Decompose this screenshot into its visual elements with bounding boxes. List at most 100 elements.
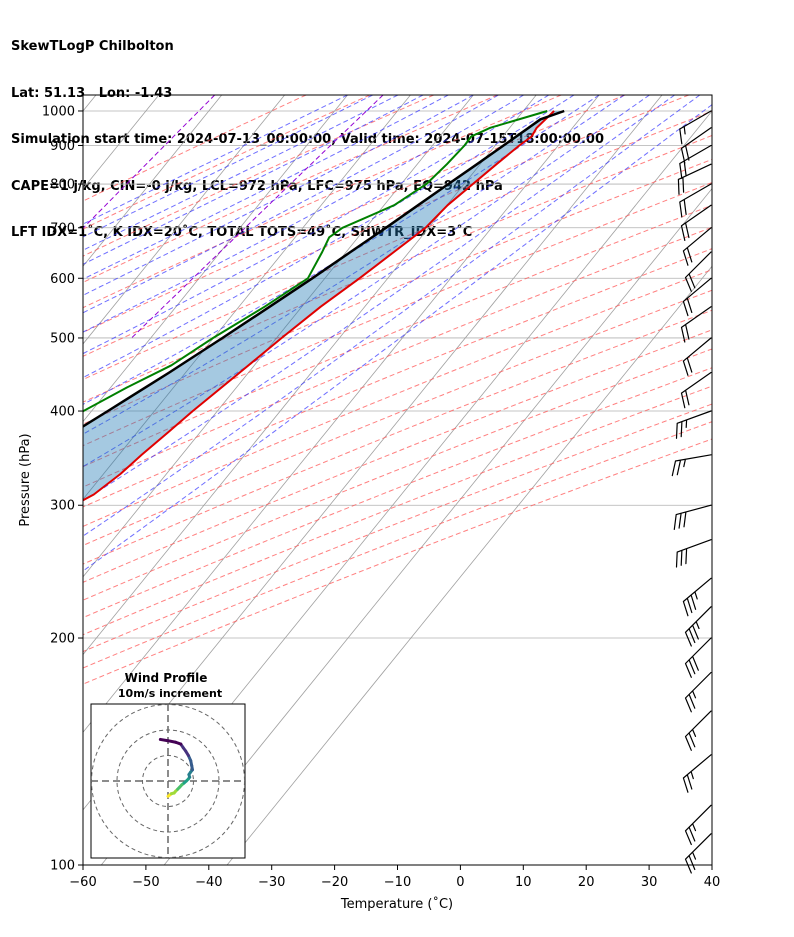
dry-adiabat: [83, 385, 712, 636]
mixing-ratio-line: [131, 95, 384, 339]
y-tick-label: 200: [50, 632, 75, 647]
dry-adiabat: [83, 95, 626, 333]
wind-barb: [679, 183, 712, 218]
y-tick-label: 900: [50, 139, 75, 154]
x-tick-label: −40: [195, 875, 222, 890]
y-tick-label: 300: [50, 499, 75, 514]
y-tick-label: 600: [50, 272, 75, 287]
isotherm-line: [83, 95, 474, 578]
dry-adiabat: [83, 403, 712, 653]
isotherm-line: [83, 95, 285, 345]
wind-barb: [684, 710, 712, 751]
wind-barb: [682, 227, 712, 266]
dry-adiabat: [83, 438, 712, 685]
wind-barb: [673, 504, 712, 530]
y-tick-label: 500: [50, 331, 75, 346]
cape-area: [83, 111, 565, 501]
wind-barb: [682, 754, 712, 793]
moist-adiabat: [83, 95, 449, 280]
dry-adiabat: [83, 269, 712, 527]
hodograph-subtitle: 10m/s increment: [118, 687, 222, 700]
wind-barb: [684, 671, 712, 713]
x-tick-label: −50: [132, 875, 159, 890]
wind-barb: [684, 251, 712, 292]
moist-adiabat: [83, 95, 675, 502]
isotherm-line: [163, 187, 712, 865]
dry-adiabat: [83, 95, 434, 257]
moist-adiabat: [83, 104, 712, 572]
y-tick-label: 1000: [42, 104, 75, 119]
dry-adiabat: [83, 95, 371, 230]
x-tick-label: 0: [456, 875, 464, 890]
dry-adiabat: [83, 248, 712, 508]
x-tick-label: −20: [321, 875, 348, 890]
wind-barbs: [671, 110, 712, 874]
x-tick-label: 40: [704, 875, 721, 890]
y-tick-label: 400: [50, 405, 75, 420]
hodograph-segment: [158, 737, 170, 743]
dry-adiabat: [83, 348, 712, 601]
wind-barb: [684, 606, 712, 647]
dry-adiabat: [83, 95, 689, 357]
x-tick-label: −10: [384, 875, 411, 890]
isotherm-line: [83, 95, 97, 112]
x-tick-label: 10: [515, 875, 532, 890]
parcel-line: [83, 109, 565, 428]
axes: −60 −50 −40 −30 −20 −10 0 10 20 30 40 100 200 300 400 5…: [42, 104, 720, 890]
x-tick-label: −30: [258, 875, 285, 890]
moist-adiabat: [83, 95, 373, 238]
x-tick-label: −60: [69, 875, 96, 890]
dry-adiabat: [83, 329, 712, 583]
wind-barb: [675, 539, 712, 568]
background-lines: [83, 95, 712, 865]
y-tick-label: 100: [50, 859, 75, 874]
isotherm-line: [83, 95, 348, 423]
hodograph: Wind Profile 10m/s increment: [90, 671, 246, 859]
dry-adiabat: [83, 226, 712, 488]
dry-adiabat: [83, 204, 712, 468]
isotherm-line: [83, 95, 223, 267]
dry-adiabat: [83, 134, 712, 403]
x-axis-label: Temperature (˚C): [340, 896, 453, 912]
moist-adiabat: [83, 95, 474, 296]
profiles: [83, 109, 565, 502]
moist-adiabat: [83, 95, 348, 225]
wind-barb: [682, 277, 712, 317]
wind-barb: [682, 577, 712, 617]
isotherm-line: [83, 95, 411, 500]
x-tick-label: 20: [578, 875, 595, 890]
isotherm-line: [226, 265, 712, 865]
temperature-line: [83, 110, 555, 502]
moist-adiabat: [83, 95, 701, 537]
wind-barb: [675, 410, 712, 439]
x-tick-label: 30: [641, 875, 658, 890]
wind-barb: [680, 204, 712, 241]
wind-barb: [684, 637, 712, 678]
wind-barb: [679, 144, 712, 179]
stability-indices-line: LFT IDX=1˚C, K IDX=20˚C, TOTAL TOTS=49˚C…: [11, 225, 473, 240]
wind-barb: [680, 306, 712, 343]
dry-adiabat: [83, 110, 712, 381]
wind-barb: [671, 454, 712, 477]
mixing-ratio-line: [83, 95, 216, 229]
y-tick-label: 800: [50, 178, 75, 193]
cape-shading: [83, 111, 565, 501]
dry-adiabat: [83, 367, 712, 619]
y-tick-label: 700: [50, 221, 75, 236]
chart-title: SkewTLogP Chilbolton: [11, 39, 174, 54]
y-axis-label: Pressure (hPa): [18, 433, 33, 526]
wind-barb: [684, 804, 712, 846]
isotherm-line: [83, 95, 537, 656]
wind-barb: [679, 110, 712, 145]
dry-adiabat: [83, 95, 562, 309]
wind-barb: [682, 337, 712, 376]
hodograph-title: Wind Profile: [125, 671, 208, 685]
wind-barb: [680, 371, 712, 409]
wind-barb: [677, 163, 712, 195]
dewpoint-line: [83, 110, 548, 413]
wind-barb: [684, 833, 712, 874]
location-line: Lat: 51.13 Lon: -1.43: [11, 85, 173, 101]
moist-adiabat: [83, 95, 524, 333]
moist-adiabat: [83, 95, 575, 379]
